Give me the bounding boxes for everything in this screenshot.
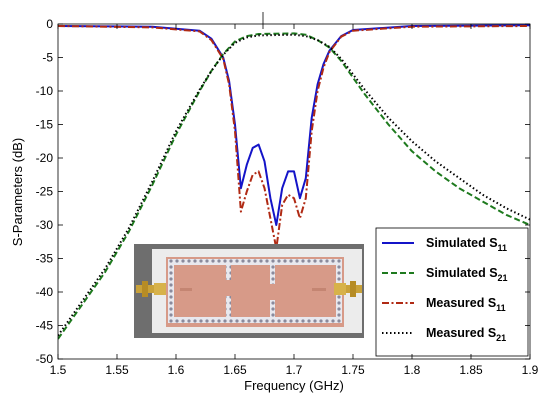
x-tick-label: 1.75 xyxy=(341,363,365,377)
y-tick-label: -25 xyxy=(36,185,54,199)
legend-label-measured-s11: Measured S xyxy=(426,296,496,310)
legend-sub-measured-s21: 21 xyxy=(496,333,506,343)
x-tick-label: 1.55 xyxy=(105,363,129,377)
y-tick-label: -5 xyxy=(42,51,53,65)
y-tick-label: -15 xyxy=(36,118,54,132)
series-line-simulated-s21 xyxy=(58,32,530,340)
axis-ticks: 1.5 1.55 1.6 1.65 1.7 1.75 1.8 1.85 1.9 0 -5 -10 -15… xyxy=(36,17,539,377)
connector-left-icon xyxy=(136,281,166,297)
series-line-measured-s21 xyxy=(58,33,530,337)
filter-photo-inset xyxy=(134,244,364,338)
series-line-measured-s11 xyxy=(58,25,530,250)
y-tick-label: -40 xyxy=(36,285,54,299)
y-axis-title: S-Parameters (dB) xyxy=(10,138,25,246)
y-tick-label: -45 xyxy=(36,319,54,333)
legend-sub-measured-s11: 11 xyxy=(496,303,506,313)
legend: Simulated S11 Simulated S21 Measured S11… xyxy=(375,227,529,357)
legend-entry-measured-s21: Measured S21 xyxy=(382,326,506,343)
x-tick-label: 1.65 xyxy=(223,363,247,377)
y-tick-label: -10 xyxy=(36,84,54,98)
y-tick-label: -50 xyxy=(36,352,54,366)
svg-text:Simulated S21: Simulated S21 xyxy=(426,266,508,283)
legend-label-measured-s21: Measured S xyxy=(426,326,496,340)
svg-text:Measured S21: Measured S21 xyxy=(426,326,506,343)
x-tick-label: 1.5 xyxy=(50,363,67,377)
x-tick-label: 1.7 xyxy=(286,363,303,377)
x-tick-label: 1.9 xyxy=(522,363,539,377)
svg-text:Measured S11: Measured S11 xyxy=(426,296,506,313)
y-tick-label: -20 xyxy=(36,151,54,165)
legend-entry-simulated-s11: Simulated S11 xyxy=(382,236,507,253)
x-axis-title: Frequency (GHz) xyxy=(244,378,344,393)
svg-text:Simulated S11: Simulated S11 xyxy=(426,236,507,253)
y-tick-label: -30 xyxy=(36,218,54,232)
connector-right-icon xyxy=(334,281,362,297)
x-tick-label: 1.8 xyxy=(404,363,421,377)
legend-entry-simulated-s21: Simulated S21 xyxy=(382,266,508,283)
legend-sub-simulated-s21: 21 xyxy=(498,273,508,283)
y-tick-label: 0 xyxy=(46,17,53,31)
series-layer xyxy=(58,24,530,340)
legend-sub-simulated-s11: 11 xyxy=(498,243,508,253)
x-tick-label: 1.6 xyxy=(168,363,185,377)
legend-entry-measured-s11: Measured S11 xyxy=(382,296,506,313)
x-tick-label: 1.85 xyxy=(459,363,483,377)
legend-label-simulated-s11: Simulated S xyxy=(426,236,498,250)
y-tick-label: -35 xyxy=(36,252,54,266)
legend-label-simulated-s21: Simulated S xyxy=(426,266,498,280)
